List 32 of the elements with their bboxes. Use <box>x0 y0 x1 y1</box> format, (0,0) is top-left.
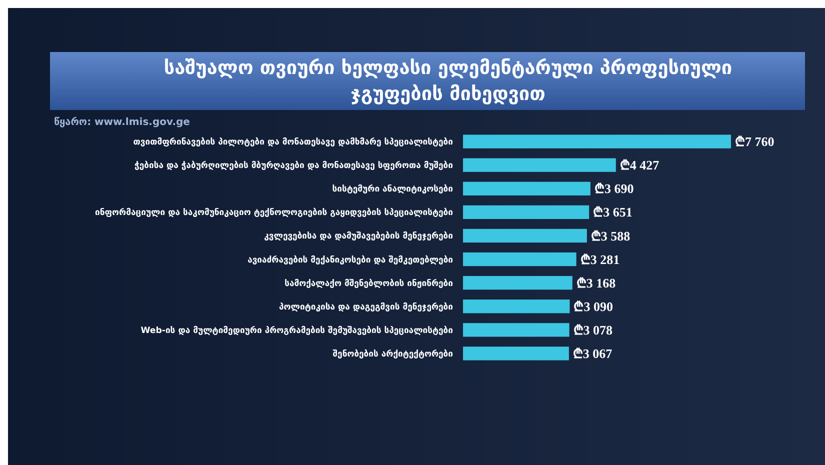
y-tick-label: თვითმფრინავების პილოტები და მონათესავე დამხმარე სპეციალისტები <box>133 136 454 148</box>
data-label: ₾3 281 <box>580 252 620 267</box>
data-label: ₾3 090 <box>574 298 613 314</box>
data-label: ₾3 067 <box>572 346 613 362</box>
data-label: ₾7 760 <box>735 134 774 150</box>
y-tick-label: სისტემური ანალიტიკოსები <box>332 184 454 195</box>
data-label: ₾3 588 <box>590 228 631 244</box>
y-tick-label: კვლევებისა და დამუშავებების მენეჯერები <box>264 230 454 242</box>
bar <box>463 346 569 360</box>
bar <box>463 276 572 290</box>
y-tick-label: შენობების არქიტექტორები <box>332 348 454 360</box>
bar <box>463 205 590 220</box>
data-label: ₾3 651 <box>593 204 632 220</box>
bar <box>463 252 576 266</box>
data-label: ₾3 078 <box>573 322 614 338</box>
bar <box>463 182 590 196</box>
bar <box>463 158 616 172</box>
bar <box>463 300 570 314</box>
text: წყარო: www.lmis.gov.ge <box>54 116 190 128</box>
data-label: ₾3 168 <box>576 275 616 290</box>
y-tick-label: Web-ის და მულტიმედიური პროგრამების შემუშავების სპეციალისტები <box>140 324 454 336</box>
y-tick-label: ჭებისა და ჭაბურღილების მბურღავები და მონათესავე სფეროთა მუშები <box>134 160 454 172</box>
bar <box>463 323 570 337</box>
bar <box>463 228 587 243</box>
y-tick-label: პოლიტიკისა და დაგეგმვის მენეჯერები <box>279 301 454 312</box>
bar <box>463 134 731 148</box>
data-label: ₾3 690 <box>594 181 634 196</box>
y-tick-label: ინფორმაციული და საკომუნიკაციო ტექნოლოგიების გაყიდვების სპეციალისტები <box>95 207 454 218</box>
data-label: ₾4 427 <box>620 158 660 173</box>
y-tick-label: სამოქალაქო მშენებლობის ინჟინრები <box>284 278 454 289</box>
y-tick-label: ავიაძრავების მექანიკოსები და შემკეთებლები <box>248 254 454 266</box>
chart-title: საშუალო თვიური ხელფასი ელემენტარული პროფესიული ჯგუფების მიხედვით <box>164 57 732 105</box>
